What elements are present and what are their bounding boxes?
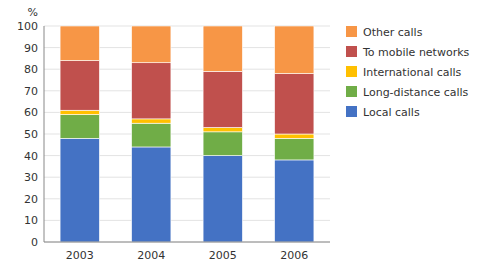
y-tick-label: 100 bbox=[17, 20, 38, 33]
bar-segment bbox=[275, 134, 314, 138]
y-axis-label: % bbox=[28, 6, 38, 19]
bar-segment bbox=[132, 123, 171, 147]
y-tick-label: 20 bbox=[24, 193, 38, 206]
legend-swatch bbox=[346, 86, 357, 97]
bar-segment bbox=[275, 138, 314, 160]
x-tick-label: 2005 bbox=[209, 249, 237, 262]
legend-label: Other calls bbox=[363, 26, 423, 39]
grid-line bbox=[44, 242, 330, 243]
y-axis-line bbox=[44, 26, 45, 242]
legend-swatch bbox=[346, 66, 357, 77]
legend-label: To mobile networks bbox=[362, 46, 470, 59]
y-tick-label: 60 bbox=[24, 106, 38, 119]
bar-segment bbox=[203, 26, 242, 71]
y-tick-label: 70 bbox=[24, 85, 38, 98]
x-tick-label: 2004 bbox=[137, 249, 165, 262]
legend-swatch bbox=[346, 106, 357, 117]
bar-segment bbox=[60, 138, 99, 242]
y-tick-label: 30 bbox=[24, 171, 38, 184]
bar-segment bbox=[132, 147, 171, 242]
y-tick-label: 10 bbox=[24, 214, 38, 227]
y-tick-label: 80 bbox=[24, 63, 38, 76]
x-tick-label: 2006 bbox=[280, 249, 308, 262]
bar-segment bbox=[132, 63, 171, 119]
bar-segment bbox=[203, 132, 242, 156]
legend-label: International calls bbox=[363, 66, 462, 79]
bar-segment bbox=[275, 26, 314, 74]
bar-segment bbox=[203, 128, 242, 132]
x-axis: 2003 2004 2005 2006 bbox=[66, 249, 309, 262]
bar-segment bbox=[275, 160, 314, 242]
y-tick-label: 50 bbox=[24, 128, 38, 141]
y-tick-label: 0 bbox=[31, 236, 38, 249]
bar-segment bbox=[60, 61, 99, 111]
bar-segment bbox=[275, 74, 314, 134]
chart-container: 0 10 20 30 40 50 60 70 80 90 100% 2003 2004 2005 2006 O… bbox=[0, 0, 490, 276]
bar-segment bbox=[60, 110, 99, 114]
legend-swatch bbox=[346, 46, 357, 57]
legend: Other calls To mobile networks Internation… bbox=[346, 26, 470, 119]
bar-segment bbox=[60, 26, 99, 61]
legend-label: Long-distance calls bbox=[363, 86, 469, 99]
bar-segment bbox=[132, 119, 171, 123]
chart: 0 10 20 30 40 50 60 70 80 90 100% 2003 2004 2005 2006 O… bbox=[0, 0, 490, 276]
legend-swatch bbox=[346, 26, 357, 37]
y-tick-label: 40 bbox=[24, 150, 38, 163]
y-tick-label: 90 bbox=[24, 42, 38, 55]
x-axis-line bbox=[44, 242, 330, 243]
y-axis: 0 10 20 30 40 50 60 70 80 90 100 bbox=[17, 20, 330, 249]
bar-segment bbox=[132, 26, 171, 63]
legend-label: Local calls bbox=[363, 106, 420, 119]
bar-segment bbox=[60, 115, 99, 139]
bar-segment bbox=[203, 156, 242, 242]
bars bbox=[60, 26, 314, 242]
bar-segment bbox=[203, 71, 242, 127]
x-tick-label: 2003 bbox=[66, 249, 94, 262]
